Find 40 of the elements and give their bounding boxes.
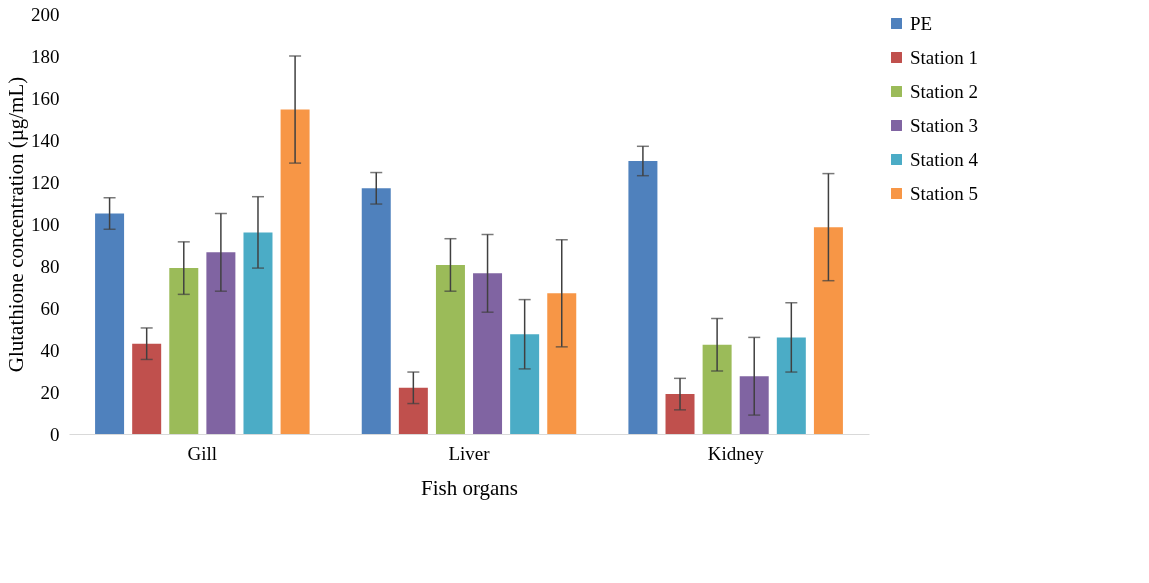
y-tick-label: 200 [31,3,60,25]
x-tick-label: Gill [187,442,218,464]
bar [665,394,695,434]
bar [702,344,732,434]
legend-label: Station 2 [910,80,979,102]
y-axis-title: Glutathione concentration (µg/mL) [4,76,28,373]
x-tick-label: Liver [448,442,491,464]
x-tick-label: Kidney [707,442,765,464]
y-tick-label: 80 [40,255,60,277]
y-tick-label: 120 [31,171,60,193]
x-axis-title: Fish organs [420,475,519,500]
bar [813,227,843,434]
y-tick-label: 20 [40,381,60,403]
bar [510,334,540,434]
bar [361,188,391,434]
y-tick-label: 180 [31,45,60,67]
legend-label: Station 3 [910,114,979,136]
legend-label: Station 5 [910,182,979,204]
legend-label: PE [910,12,933,34]
y-tick-label: 60 [40,297,60,319]
legend-label: Station 1 [910,46,979,68]
bar [243,232,273,434]
y-tick-label: 0 [50,423,60,445]
bar [206,252,236,434]
bar [280,109,310,434]
y-tick-label: 40 [40,339,60,361]
bar [473,273,503,434]
legend-label: Station 4 [910,148,979,170]
bar [776,337,806,434]
y-tick-label: 140 [31,129,60,151]
bar [95,213,125,434]
y-tick-label: 160 [31,87,60,109]
bar [132,343,162,434]
bar [398,387,428,434]
bar [169,268,199,434]
y-tick-label: 100 [31,213,60,235]
bar [739,376,769,434]
bar [435,264,465,434]
bar [547,293,577,434]
bar [628,161,658,434]
